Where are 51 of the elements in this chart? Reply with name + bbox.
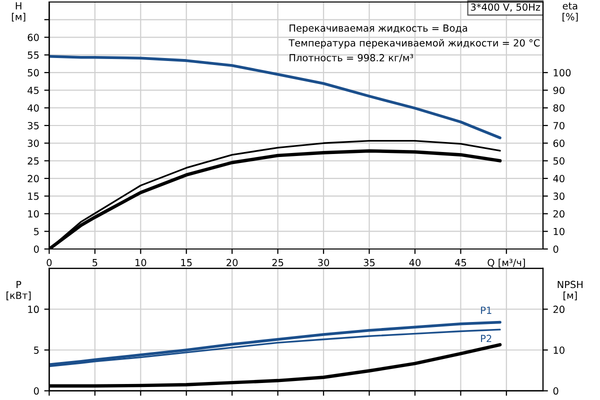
x-tick-label: 0 (46, 258, 52, 266)
y2-tick-label: 10 (554, 346, 564, 354)
annotation: Перекачиваемая жидкость = Вода (290, 24, 468, 34)
y-tick-label: 25 (28, 157, 39, 165)
y2-tick-label: 20 (553, 306, 564, 314)
chart-title: 3*400 V, 50Hz (470, 3, 540, 12)
y-tick-label: 15 (28, 192, 39, 200)
x-tick-label: 20 (226, 258, 238, 266)
x-tick-label: 10 (136, 258, 146, 266)
y2-tick-label: 40 (553, 174, 564, 182)
x-tick-label: 30 (318, 258, 330, 266)
y2-tick-label: 70 (554, 122, 564, 130)
annotation: Плотность = 998.2 кг/м³ (290, 54, 414, 62)
y2-tick-label: 10 (554, 228, 564, 236)
y-tick-label: 35 (28, 122, 39, 130)
y2-tick-label: 90 (553, 86, 564, 94)
y-tick-label: 10 (28, 306, 39, 314)
y-tick-label: 50 (28, 69, 39, 76)
series-label: P1 (481, 306, 492, 314)
y2-axis-title: NPSH [м] (558, 280, 583, 300)
y-axis-title: P [кВт] (6, 280, 31, 300)
y2-tick-label: 30 (553, 192, 564, 200)
y-tick-label: 5 (34, 346, 39, 354)
y2-tick-label: 50 (553, 157, 564, 165)
y-tick-label: 30 (28, 140, 39, 147)
y2-tick-label: 60 (553, 140, 564, 147)
y2-tick-label: 0 (553, 387, 558, 395)
x-tick-label: 15 (181, 259, 192, 266)
x-tick-label: 25 (272, 258, 284, 266)
y-tick-label: 0 (34, 245, 39, 253)
x-tick-label: 35 (364, 258, 375, 266)
y-tick-label: 10 (28, 210, 39, 218)
x-tick-label: 45 (454, 259, 466, 266)
y-tick-label: 20 (28, 174, 39, 182)
x-tick-label: 40 (409, 258, 421, 266)
y-tick-label: 60 (28, 34, 39, 42)
y2-tick-label: 0 (553, 245, 558, 253)
series-label: P2 (481, 334, 492, 342)
y-axis-title: H [м] (12, 2, 26, 22)
y2-tick-label: 20 (553, 210, 564, 218)
y-tick-label: 5 (34, 228, 39, 236)
y-tick-label: 0 (34, 387, 39, 395)
y-tick-label: 45 (28, 86, 39, 94)
y-tick-label: 55 (28, 52, 39, 59)
x-tick-label: 5 (92, 259, 98, 266)
y2-axis-title: eta [%] (562, 2, 578, 22)
y2-tick-label: 100 (554, 69, 571, 76)
y2-tick-label: 80 (553, 104, 564, 112)
y-tick-label: 40 (28, 104, 39, 112)
x-tick-label: Q [м³/ч] (488, 258, 525, 268)
annotation: Температура перекачиваемой жидкости = 20 °C (288, 39, 540, 48)
